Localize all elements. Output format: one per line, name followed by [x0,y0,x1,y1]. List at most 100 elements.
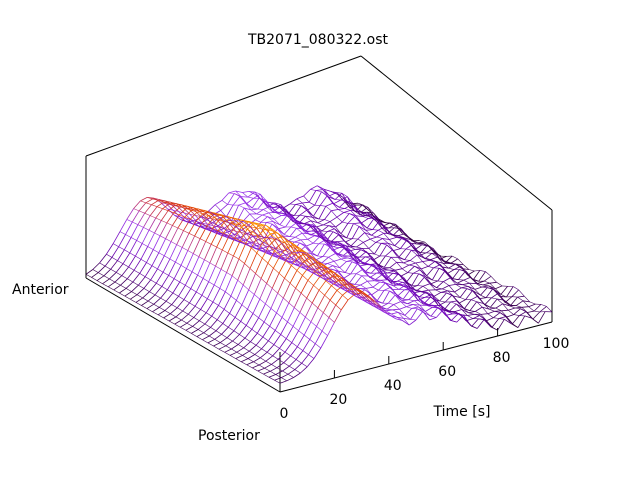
mesh-segment-position [386,304,395,310]
mesh-segment-time [244,243,251,247]
mesh-segment-time [395,269,402,277]
mesh-segment-position [154,286,163,296]
mesh-segment-time [333,203,340,208]
mesh-segment-time [450,301,457,305]
mesh-segment-time [377,220,384,227]
mesh-segment-position [385,249,393,257]
mesh-segment-time [334,228,341,236]
mesh-segment-position [316,256,324,261]
mesh-segment-time [159,235,166,239]
mesh-segment-time [279,348,286,353]
mesh-segment-time [307,209,314,217]
mesh-segment-time [385,310,392,315]
mesh-segment-time [208,229,215,232]
mesh-segment-time [461,268,468,276]
mesh-segment-position [252,298,261,314]
mesh-segment-position [255,257,263,274]
mesh-segment-position [296,195,304,200]
mesh-segment-position [255,214,263,221]
mesh-segment-position [403,237,412,241]
mesh-segment-time [371,256,378,265]
mesh-segment-position [171,204,179,212]
mesh-segment-position [356,242,364,248]
mesh-segment-position [143,215,151,228]
mesh-segment-position [103,268,111,277]
mesh-segment-time [373,264,380,270]
mesh-segment-position [109,272,117,280]
mesh-segment-position [237,207,245,222]
mesh-segment-position [454,287,462,293]
mesh-segment-time [528,306,535,312]
mesh-segment-position [265,288,273,304]
mesh-segment-position [324,210,332,220]
mesh-segment-time [238,204,245,209]
frame-back-top [85,55,362,157]
mesh-segment-position [340,287,348,289]
mesh-segment-time [353,255,360,258]
mesh-segment-time [332,231,339,236]
mesh-segment-time [333,261,340,268]
mesh-segment-time [223,228,230,232]
mesh-segment-time [299,214,306,217]
mesh-segment-time [335,226,342,234]
mesh-segment-time [282,256,288,259]
mesh-segment-time [417,242,424,244]
mesh-segment-time [252,231,259,237]
mesh-segment-time [378,229,384,234]
mesh-segment-time [262,214,268,217]
mesh-segment-position [378,282,386,291]
mesh-segment-time [481,286,488,288]
mesh-segment-position [275,236,283,239]
mesh-segment-time [248,289,255,295]
mesh-segment-position [260,351,268,359]
mesh-segment-position [426,267,434,277]
mesh-segment-time [381,269,388,274]
mesh-segment-position [456,279,464,284]
mesh-segment-position [193,209,202,217]
mesh-segment-time [410,287,417,292]
mesh-segment-time [361,275,368,282]
mesh-segment-position [395,281,403,286]
mesh-segment-time [181,204,188,207]
mesh-segment-position [285,326,294,339]
mesh-segment-time [295,236,302,241]
mesh-segment-time [231,235,237,239]
mesh-segment-time [346,237,353,239]
mesh-segment-time [300,228,307,232]
mesh-segment-position [380,279,388,281]
mesh-segment-time [325,280,332,286]
mesh-segment-time [324,219,331,222]
mesh-segment-position [307,204,315,211]
mesh-segment-time [290,355,297,360]
mesh-segment-time [143,288,150,292]
mesh-segment-time [203,332,210,337]
mesh-segment-time [477,283,484,286]
mesh-segment-position [486,317,494,322]
mesh-segment-time [197,225,204,228]
mesh-segment-position [397,289,405,297]
mesh-segment-time [414,265,421,271]
mesh-segment-time [459,297,466,300]
mesh-segment-position [199,210,207,219]
mesh-segment-time [343,284,350,290]
mesh-segment-time [341,285,348,289]
mesh-segment-position [360,280,368,286]
mesh-segment-position [278,226,286,230]
mesh-segment-time [287,258,294,261]
mesh-segment-time [319,272,325,277]
mesh-segment-position [371,289,379,296]
mesh-segment-time [224,228,230,231]
mesh-segment-time [332,265,339,272]
mesh-segment-position [246,361,254,366]
mesh-segment-position [174,319,182,325]
mesh-segment-position [450,300,458,303]
mesh-segment-position [364,232,372,236]
mesh-segment-position [474,286,482,290]
mesh-segment-time [484,280,490,284]
mesh-segment-position [146,249,154,263]
mesh-segment-time [150,279,157,284]
mesh-segment-position [178,285,186,297]
mesh-segment-position [258,360,267,366]
mesh-segment-time [345,241,352,247]
